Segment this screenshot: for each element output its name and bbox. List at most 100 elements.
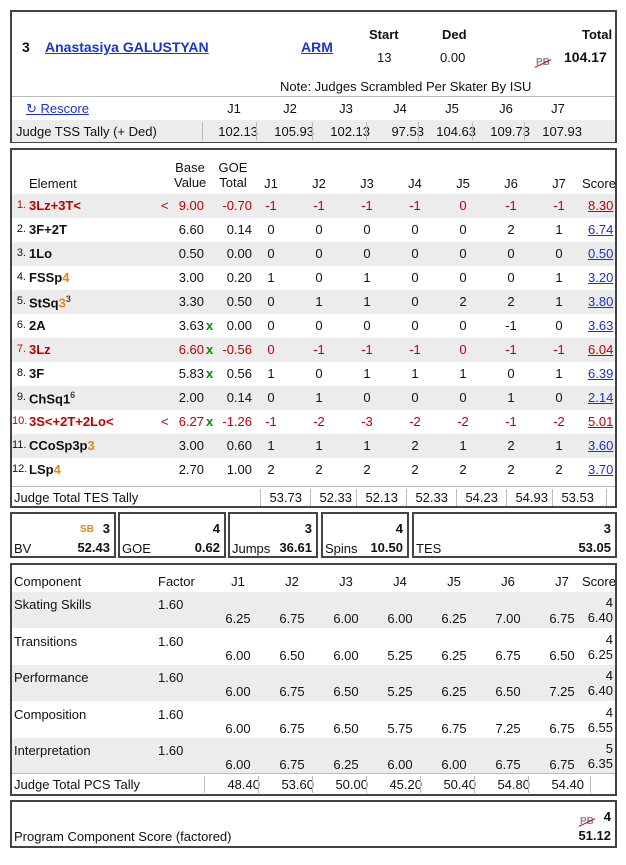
element-score-link[interactable]: 2.14 (588, 390, 614, 405)
element-name: StSq33 (29, 294, 71, 310)
jumps-label: Jumps (232, 541, 271, 556)
element-code: FSSp (29, 270, 63, 285)
judge-goe-2: 2 (315, 462, 323, 477)
goe-total: 0.00 (226, 246, 252, 261)
base-value: 0.50 (178, 246, 204, 261)
base-value: 2.00 (178, 390, 204, 405)
judge-goe-6: 1 (507, 390, 515, 405)
element-score-link[interactable]: 3.80 (588, 294, 614, 309)
judge-goe-3: -3 (361, 414, 373, 429)
judge-goe-1: 0 (267, 222, 275, 237)
element-code: 3F (29, 366, 45, 381)
component-factor: 1.60 (158, 597, 184, 612)
component-judge-1: 6.00 (225, 647, 251, 663)
sb-badge: SB (80, 524, 94, 535)
component-judge-1: 6.25 (225, 611, 251, 626)
goe-label: GOE (122, 541, 151, 556)
goe-total: 0.00 (226, 318, 252, 333)
judge-goe-6: -1 (505, 318, 517, 333)
pcs-score-col-header: Score (582, 574, 616, 589)
base-value: 3.00 (178, 270, 204, 285)
pcs-rank: 4 (603, 809, 611, 824)
component-judge-2: 6.50 (279, 647, 305, 663)
element-row: 7. 3Lz 6.60 x -0.56 0 -1 -1 -1 0 -1 -1 6.04 (12, 338, 615, 362)
judge-goe-5: 0 (459, 270, 467, 285)
start-label: Start (369, 27, 399, 42)
element-code: 3F+2T (29, 222, 67, 237)
element-score-link[interactable]: 6.74 (588, 222, 614, 237)
component-judge-3: 6.50 (333, 684, 359, 699)
spins-label: Spins (325, 541, 358, 556)
pcs-tally-value-1: 48.40 (227, 777, 260, 792)
bonus-x-marker: x (206, 414, 214, 429)
component-score: 6.55 (587, 719, 613, 735)
judge-goe-5: 0 (459, 318, 467, 333)
tes-rank: 3 (603, 521, 611, 536)
judge-goe-3: 2 (363, 462, 371, 477)
under-rotation-flag: < (161, 414, 169, 429)
element-code: LSp (29, 462, 54, 477)
judge-goe-4: 0 (411, 246, 419, 261)
judge-goe-2: 1 (315, 438, 323, 453)
judge-goe-7: 1 (555, 438, 563, 453)
bonus-x-marker: x (206, 366, 214, 381)
component-judge-7: 7.25 (549, 684, 575, 699)
tss-label: Judge TSS Tally (+ Ded) (16, 124, 157, 139)
element-name: CCoSp3p3 (29, 438, 95, 453)
base-value: 2.70 (178, 462, 204, 477)
judge-goe-6: 0 (507, 366, 515, 381)
component-row: Interpretation 1.60 6.00 6.75 6.25 6.00 6.00 6.… (12, 738, 615, 774)
element-number: 12. (12, 463, 28, 475)
tss-separator (418, 122, 419, 140)
judge-goe-2: 1 (315, 294, 323, 309)
element-number: 2. (16, 223, 26, 235)
pcs-separator (528, 776, 529, 793)
judge-goe-6: 2 (507, 462, 515, 477)
tes-separator (310, 489, 311, 506)
element-score-link[interactable]: 6.39 (588, 366, 614, 381)
note: Note: Judges Scrambled Per Skater By ISU (280, 79, 532, 94)
judge-goe-6: -1 (505, 342, 517, 357)
element-score-link[interactable]: 8.30 (588, 198, 614, 213)
element-score-link[interactable]: 3.60 (588, 438, 614, 453)
tes-tally-value-3: 52.13 (365, 490, 398, 505)
element-score-link[interactable]: 3.20 (588, 270, 614, 285)
element-score-link[interactable]: 3.63 (588, 318, 614, 333)
spins-rank: 4 (395, 521, 403, 536)
skater-name-link[interactable]: Anastasiya GALUSTYAN (45, 39, 209, 55)
judge-goe-1: 1 (267, 270, 275, 285)
judge-goe-3: -1 (361, 342, 373, 357)
component-name: Performance (14, 670, 89, 685)
nation-link[interactable]: ARM (301, 39, 333, 55)
pcs-judge-header-1: J1 (231, 574, 245, 589)
element-judge-header-5: J5 (456, 176, 470, 191)
component-judge-4: 6.00 (387, 757, 413, 772)
judge-goe-6: 2 (507, 294, 515, 309)
element-score-link[interactable]: 6.04 (588, 342, 614, 357)
element-judge-header-4: J4 (408, 176, 422, 191)
judge-goe-1: 2 (267, 462, 275, 477)
judge-header-3: J3 (339, 101, 353, 116)
tes-tally-value-4: 52.33 (415, 490, 448, 505)
bv-rank: 3 (102, 521, 110, 536)
rescore-link[interactable]: ↻ Rescore (26, 101, 89, 116)
element-score-link[interactable]: 0.50 (588, 246, 614, 261)
judge-goe-2: 0 (315, 270, 323, 285)
element-score-link[interactable]: 5.01 (588, 414, 614, 429)
judge-goe-3: 0 (363, 246, 371, 261)
base-value: 6.60 (178, 222, 204, 237)
judge-goe-7: -1 (553, 342, 565, 357)
component-judge-7: 6.75 (549, 757, 575, 772)
element-code: StSq (29, 295, 59, 311)
component-factor: 1.60 (158, 706, 184, 722)
tes-tally-label: Judge Total TES Tally (14, 490, 139, 505)
judge-goe-4: -2 (409, 414, 421, 429)
pcs-judge-header-4: J4 (393, 574, 407, 589)
component-judge-3: 6.00 (333, 611, 359, 626)
element-judge-header-7: J7 (552, 176, 566, 191)
element-judge-header-1: J1 (264, 176, 278, 191)
component-judge-6: 6.75 (495, 757, 521, 772)
element-score-link[interactable]: 3.70 (588, 462, 614, 477)
jumps-box: 3 Jumps 36.61 (228, 512, 318, 558)
component-judge-7: 6.75 (549, 720, 575, 736)
